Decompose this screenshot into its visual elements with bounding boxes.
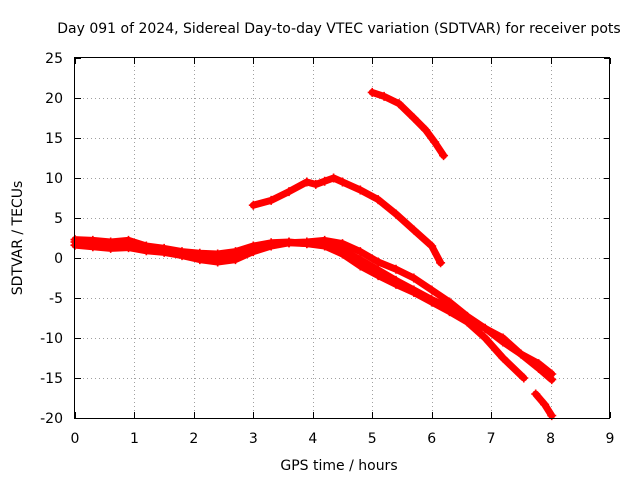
data-point <box>373 265 383 275</box>
data-point <box>373 257 383 267</box>
data-point <box>124 239 133 249</box>
data-point <box>427 285 437 295</box>
y-tick-label: 20 <box>45 91 63 107</box>
data-point <box>427 241 437 251</box>
data-point <box>266 195 276 205</box>
chart-title: Day 091 of 2024, Sidereal Day-to-day VTE… <box>57 21 620 37</box>
y-tick-label: 5 <box>54 211 63 227</box>
data-point <box>394 99 404 109</box>
data-point <box>409 285 419 295</box>
data-point <box>195 251 205 261</box>
y-tick-label: -5 <box>49 291 63 307</box>
data-point <box>329 173 339 183</box>
data-point <box>534 363 544 373</box>
x-tick-label: 8 <box>546 431 555 447</box>
data-point <box>355 255 365 265</box>
data-point <box>177 249 187 259</box>
y-tick-label: 10 <box>45 171 63 187</box>
axis-ticks: 0 1 2 3 4 5 6 7 8 9 -20 -15 -10 -5 0 5 10 15 20 25 <box>40 51 614 447</box>
data-point <box>409 273 419 283</box>
data-point <box>159 245 169 255</box>
data-point <box>311 179 321 189</box>
data-point <box>439 151 449 161</box>
data-point <box>519 373 529 383</box>
x-tick-label: 1 <box>130 431 139 447</box>
data-point <box>302 239 312 249</box>
x-axis-label: GPS time / hours <box>280 458 397 474</box>
data-point <box>231 251 240 261</box>
y-tick-label: -20 <box>40 411 63 427</box>
series-track-4 <box>249 174 445 267</box>
data-point <box>480 323 490 333</box>
data-point <box>531 389 541 399</box>
data-point <box>373 195 383 205</box>
data-point <box>320 176 330 186</box>
data-point <box>379 91 389 101</box>
data-point <box>266 239 276 249</box>
data-point <box>540 399 550 409</box>
data-point <box>445 303 454 313</box>
y-tick-label: 15 <box>45 131 63 147</box>
data-point <box>88 239 98 249</box>
data-point <box>367 87 377 97</box>
data-point <box>391 209 401 219</box>
series-track-2 <box>71 236 556 378</box>
data-point <box>355 185 365 195</box>
data-point <box>106 240 116 250</box>
y-axis-label: SDTVAR / TECUs <box>10 181 26 296</box>
y-tick-label: -15 <box>40 371 63 387</box>
data-point <box>391 275 401 285</box>
data-point <box>284 238 294 248</box>
series-track-3 <box>71 238 556 384</box>
plot-frame <box>74 57 610 419</box>
data-point <box>248 200 258 210</box>
data-point <box>480 333 490 343</box>
x-tick-label: 7 <box>487 431 496 447</box>
y-tick-label: 25 <box>45 51 63 67</box>
data-point <box>284 187 294 197</box>
grid <box>75 58 610 418</box>
x-tick-label: 6 <box>427 431 436 447</box>
y-tick-label: 0 <box>54 251 63 267</box>
data-point <box>430 137 440 147</box>
data-point <box>391 264 401 274</box>
data-point <box>436 258 446 268</box>
data-point <box>338 245 347 255</box>
data-point <box>498 333 508 343</box>
x-tick-label: 4 <box>308 431 317 447</box>
data-point <box>421 125 431 135</box>
x-tick-label: 5 <box>368 431 377 447</box>
x-tick-label: 9 <box>606 431 615 447</box>
data-point <box>248 245 258 255</box>
data-point <box>427 295 437 305</box>
data-point <box>409 225 419 235</box>
data-point <box>516 349 526 359</box>
data-point <box>498 353 508 363</box>
data-point <box>462 313 472 323</box>
data-point <box>141 243 151 253</box>
x-tick-label: 3 <box>249 431 258 447</box>
x-tick-label: 2 <box>189 431 198 447</box>
data-point <box>355 247 365 257</box>
data-point <box>547 375 557 385</box>
data-point <box>302 177 312 187</box>
y-tick-label: -10 <box>40 331 63 347</box>
x-tick-label: 0 <box>71 431 80 447</box>
data-point <box>338 177 347 187</box>
data-point <box>320 240 330 250</box>
data-point <box>213 253 223 263</box>
data-point <box>409 113 419 123</box>
